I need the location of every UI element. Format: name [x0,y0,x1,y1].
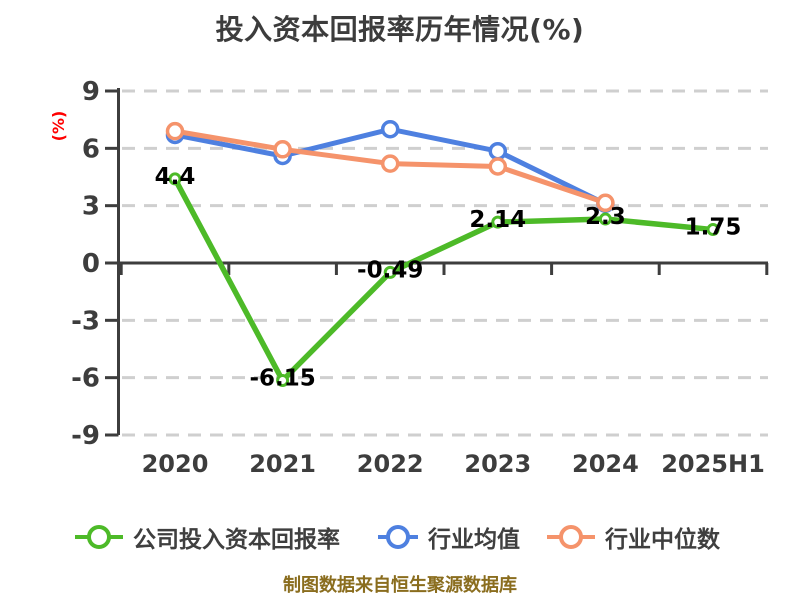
legend-marker-orange-icon [547,525,595,549]
data-label-2.14: 2.14 [469,207,526,233]
y-tick-label-9: 9 [82,77,100,107]
legend-label-industry-median: 行业中位数 [605,527,720,553]
x-tick-label-2025H1: 2025H1 [661,450,765,478]
series-2-point-0 [165,121,185,141]
data-source-credit: 制图数据来自恒生聚源数据库 [283,575,517,596]
legend-item-industry-mean: 行业均值 [377,520,520,554]
legend-item-industry-median: 行业中位数 [546,520,720,554]
series-2-point-2 [380,154,400,173]
series-2-point-1 [273,140,292,159]
data-label-2.3: 2.3 [585,204,626,230]
x-tick-label-2021: 2021 [249,450,316,478]
legend-label-company-roic: 公司投入资本回报率 [133,527,340,553]
series-2-point-4 [596,193,615,213]
series-1-point-2 [380,119,400,139]
series-line-0 [172,176,716,384]
series-1-point-3 [488,141,508,161]
x-tick-label-2020: 2020 [142,450,209,478]
legend-marker-green-icon [75,525,123,549]
series-0-point-1 [276,374,290,388]
series-0-point-0 [168,172,182,186]
data-label--0.49: -0.49 [357,257,423,283]
y-tick-label--9: -9 [71,421,100,451]
series-0-point-4 [598,212,612,226]
chart-title: 投入资本回报率历年情况(%) [215,13,585,46]
data-label-4.4: 4.4 [155,164,196,190]
data-label-1.75: 1.75 [685,215,742,241]
x-tick-label-2023: 2023 [464,450,531,478]
y-tick-label--6: -6 [71,364,100,394]
series-0-point-3 [491,215,505,229]
legend-label-industry-mean: 行业均值 [428,527,520,553]
y-tick-label-3: 3 [82,192,100,222]
chart-legend: 公司投入资本回报率 行业均值 行业中位数 [0,520,800,554]
series-2-point-3 [488,157,508,176]
series-0-point-2 [383,265,397,279]
y-tick-label--3: -3 [71,306,100,336]
y-tick-label-6: 6 [82,134,100,164]
legend-item-company-roic: 公司投入资本回报率 [74,520,340,554]
legend-marker-blue-icon [378,525,418,549]
series-0-point-5 [706,223,720,237]
y-tick-label-0: 0 [82,249,100,279]
x-tick-label-2024: 2024 [572,450,639,478]
x-tick-label-2022: 2022 [357,450,424,478]
data-label--6.15: -6.15 [249,366,315,392]
